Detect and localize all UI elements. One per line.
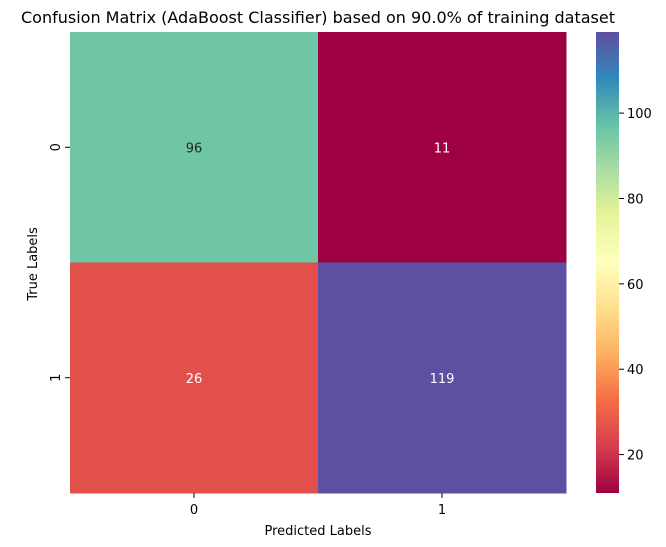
cell-value-1-1: 119 [430, 372, 455, 387]
cell-value-1-0: 26 [186, 372, 203, 387]
chart-title: Confusion Matrix (AdaBoost Classifier) b… [21, 8, 615, 27]
colorbar-tick-label-0: 20 [627, 449, 644, 464]
heatmap-cell-1-0 [70, 262, 319, 494]
colorbar [596, 32, 619, 493]
y-axis-label: True Labels [26, 227, 41, 302]
cell-value-0-1: 11 [434, 141, 451, 156]
colorbar-tick-label-1: 40 [627, 363, 644, 378]
y-tick-label-1: 1 [49, 374, 64, 382]
colorbar-tick-label-3: 80 [627, 192, 644, 207]
y-tick-label-0: 0 [49, 143, 64, 151]
heatmap-cell-labels: 96 11 26 119 [186, 141, 455, 387]
colorbar-tick-label-2: 60 [627, 278, 644, 293]
heatmap-cells [70, 32, 567, 494]
heatmap-cell-0-1 [318, 32, 567, 263]
y-axis-ticks: 01 [49, 143, 70, 382]
colorbar-tick-label-4: 100 [627, 107, 652, 122]
x-tick-label-1: 1 [438, 503, 446, 518]
x-axis-label: Predicted Labels [264, 524, 371, 539]
x-tick-label-0: 0 [190, 503, 198, 518]
colorbar-ticks: 20 40 60 80 100 [619, 107, 652, 464]
heatmap-cell-0-0 [70, 32, 319, 263]
heatmap-cell-1-1 [318, 262, 567, 494]
cell-value-0-0: 96 [186, 141, 203, 156]
